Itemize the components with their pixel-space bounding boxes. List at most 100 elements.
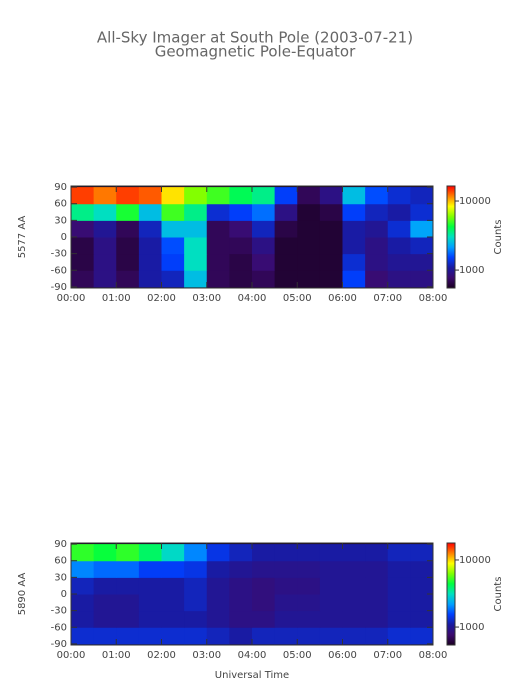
heat-cell bbox=[297, 237, 321, 255]
heat-cell bbox=[206, 544, 230, 562]
heat-cell bbox=[342, 220, 366, 238]
heat-cell bbox=[161, 594, 185, 612]
heat-cell bbox=[252, 220, 276, 238]
heat-cell bbox=[319, 187, 343, 205]
heat-cell bbox=[93, 610, 117, 628]
heat-cell bbox=[71, 577, 95, 595]
heat-cell bbox=[206, 237, 230, 255]
heat-cell bbox=[71, 544, 95, 562]
heat-cell bbox=[161, 270, 185, 288]
y-tick-label: 60 bbox=[54, 199, 67, 210]
heat-cell bbox=[297, 544, 321, 562]
heat-cell bbox=[184, 253, 208, 271]
heat-cell bbox=[387, 610, 411, 628]
heat-cell bbox=[410, 220, 434, 238]
heat-cell bbox=[229, 220, 253, 238]
colorbar-title: Counts bbox=[493, 577, 504, 612]
heat-cell bbox=[71, 203, 95, 221]
heat-cell bbox=[138, 544, 162, 562]
heat-cell bbox=[184, 203, 208, 221]
heat-cell bbox=[206, 220, 230, 238]
x-tick-label: 00:00 bbox=[57, 293, 86, 304]
heat-cell bbox=[319, 627, 343, 645]
heat-cell bbox=[71, 220, 95, 238]
colorbar-tick-label: 10000 bbox=[459, 555, 491, 566]
heat-cell bbox=[342, 610, 366, 628]
heat-cell bbox=[297, 270, 321, 288]
heat-cell bbox=[229, 544, 253, 562]
heat-cell bbox=[229, 627, 253, 645]
heat-cell bbox=[161, 203, 185, 221]
heat-cell bbox=[184, 560, 208, 578]
heat-cell bbox=[365, 187, 389, 205]
heat-cell bbox=[342, 577, 366, 595]
heat-cell bbox=[365, 560, 389, 578]
heat-cell bbox=[161, 544, 185, 562]
heat-cell bbox=[342, 237, 366, 255]
x-tick-label: 03:00 bbox=[192, 293, 221, 304]
heat-cell bbox=[71, 594, 95, 612]
heat-cell bbox=[319, 560, 343, 578]
colorbar-tick-label: 1000 bbox=[459, 265, 484, 276]
x-tick-label: 05:00 bbox=[283, 293, 312, 304]
heat-cell bbox=[365, 237, 389, 255]
heat-cell bbox=[161, 220, 185, 238]
heat-cell bbox=[365, 203, 389, 221]
heat-cell bbox=[161, 560, 185, 578]
heat-cell bbox=[71, 627, 95, 645]
heat-cell bbox=[365, 627, 389, 645]
heat-cell bbox=[229, 610, 253, 628]
heat-cell bbox=[319, 237, 343, 255]
heat-cell bbox=[138, 237, 162, 255]
y-tick-label: -60 bbox=[51, 265, 67, 276]
colorbar bbox=[446, 185, 456, 289]
heat-cell bbox=[274, 610, 298, 628]
heat-cell bbox=[116, 610, 140, 628]
heat-cell bbox=[116, 560, 140, 578]
heat-cell bbox=[116, 627, 140, 645]
heat-cell bbox=[116, 237, 140, 255]
heat-cell bbox=[252, 187, 276, 205]
colorbar-tick-label: 1000 bbox=[459, 622, 484, 633]
heat-cell bbox=[229, 203, 253, 221]
heat-cell bbox=[252, 610, 276, 628]
heat-cell bbox=[365, 220, 389, 238]
heat-cell bbox=[93, 577, 117, 595]
heat-cell bbox=[387, 594, 411, 612]
heat-cell bbox=[93, 560, 117, 578]
colorbar-tick-label: 10000 bbox=[459, 196, 491, 207]
x-tick-label: 04:00 bbox=[238, 293, 267, 304]
heat-cell bbox=[319, 220, 343, 238]
heat-cell bbox=[116, 544, 140, 562]
chart-title: All-Sky Imager at South Pole (2003-07-21… bbox=[97, 29, 413, 47]
colorbar bbox=[446, 542, 456, 646]
x-axis-title: Universal Time bbox=[215, 670, 289, 680]
heat-cell bbox=[274, 253, 298, 271]
heat-cell bbox=[342, 187, 366, 205]
heat-cell bbox=[252, 253, 276, 271]
x-tick-label: 06:00 bbox=[328, 650, 357, 661]
heat-cell bbox=[116, 270, 140, 288]
heat-cell bbox=[93, 627, 117, 645]
heat-cell bbox=[274, 220, 298, 238]
heat-cell bbox=[274, 187, 298, 205]
heat-cell bbox=[319, 203, 343, 221]
heat-cell bbox=[229, 253, 253, 271]
heat-cell bbox=[319, 610, 343, 628]
heat-cell bbox=[71, 610, 95, 628]
heat-cell bbox=[342, 253, 366, 271]
heat-cell bbox=[138, 627, 162, 645]
heat-cell bbox=[206, 270, 230, 288]
heat-cell bbox=[229, 594, 253, 612]
heat-cell bbox=[138, 203, 162, 221]
heat-cell bbox=[387, 270, 411, 288]
x-tick-label: 04:00 bbox=[238, 650, 267, 661]
heat-cell bbox=[93, 270, 117, 288]
heat-cell bbox=[297, 594, 321, 612]
heat-cell bbox=[387, 237, 411, 255]
heat-cell bbox=[387, 203, 411, 221]
heat-cell bbox=[365, 270, 389, 288]
heat-cell bbox=[161, 627, 185, 645]
heat-cell bbox=[161, 610, 185, 628]
